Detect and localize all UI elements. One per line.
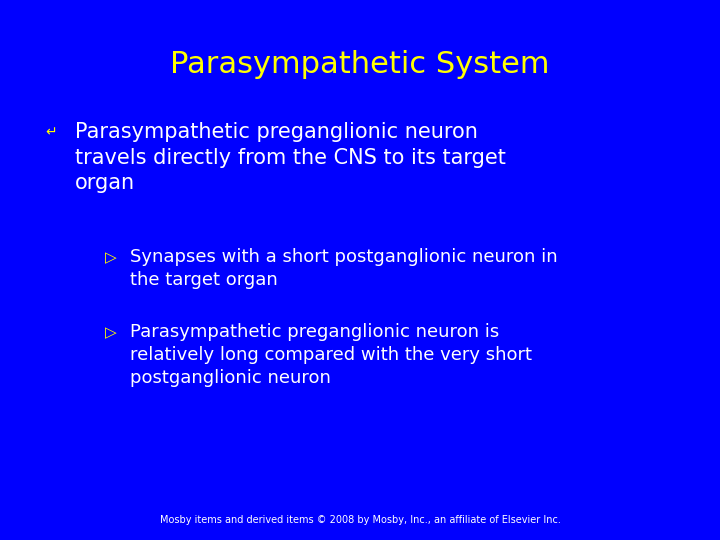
Text: Mosby items and derived items © 2008 by Mosby, Inc., an affiliate of Elsevier In: Mosby items and derived items © 2008 by … bbox=[160, 515, 560, 525]
Text: ▷: ▷ bbox=[105, 250, 117, 265]
Text: ▷: ▷ bbox=[105, 325, 117, 340]
Text: ↵: ↵ bbox=[45, 125, 57, 139]
Text: Parasympathetic preganglionic neuron
travels directly from the CNS to its target: Parasympathetic preganglionic neuron tra… bbox=[75, 122, 506, 193]
Text: Parasympathetic System: Parasympathetic System bbox=[170, 50, 550, 79]
Text: Synapses with a short postganglionic neuron in
the target organ: Synapses with a short postganglionic neu… bbox=[130, 248, 557, 289]
Text: Parasympathetic preganglionic neuron is
relatively long compared with the very s: Parasympathetic preganglionic neuron is … bbox=[130, 323, 532, 387]
